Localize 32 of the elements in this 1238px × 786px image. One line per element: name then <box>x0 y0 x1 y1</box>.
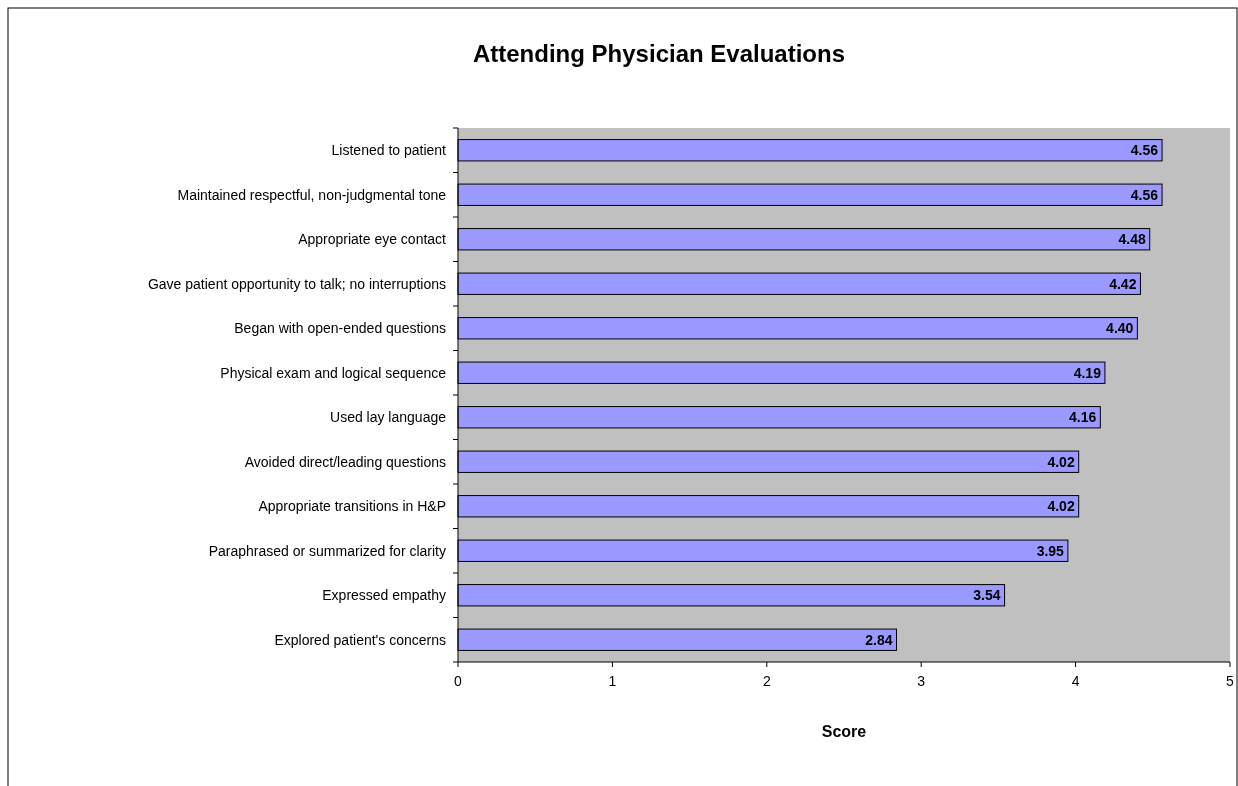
data-label: 3.54 <box>973 587 1001 604</box>
data-label: 4.48 <box>1118 231 1146 248</box>
y-tick-label: Maintained respectful, non-judgmental tone <box>177 186 447 203</box>
data-label: 2.84 <box>865 631 893 648</box>
x-tick-label: 1 <box>608 673 617 689</box>
y-tick-label: Used lay language <box>330 409 447 426</box>
data-label: 4.02 <box>1047 453 1075 470</box>
x-tick-label: 5 <box>1226 673 1235 689</box>
y-tick-label: Began with open-ended questions <box>234 320 446 337</box>
x-tick-label: 4 <box>1071 673 1080 689</box>
data-label: 4.56 <box>1130 142 1159 159</box>
x-axis-title: Score <box>821 723 867 740</box>
y-tick-label: Gave patient opportunity to talk; no interruptions <box>147 275 446 292</box>
data-label: 4.56 <box>1130 186 1159 203</box>
y-tick-label: Appropriate eye contact <box>298 231 447 248</box>
data-label: 4.16 <box>1069 409 1097 426</box>
data-label: 4.02 <box>1047 498 1075 515</box>
data-label: 4.19 <box>1073 364 1102 381</box>
data-label: 3.95 <box>1036 542 1065 559</box>
data-label: 4.40 <box>1106 320 1134 337</box>
x-tick-label: 3 <box>917 673 926 689</box>
x-tick-label: 0 <box>454 673 463 689</box>
y-tick-label: Expressed empathy <box>322 587 446 604</box>
y-tick-label: Listened to patient <box>331 142 447 159</box>
y-tick-label: Paraphrased or summarized for clarity <box>208 542 446 559</box>
y-tick-label: Explored patient's concerns <box>274 631 446 648</box>
y-tick-label: Avoided direct/leading questions <box>244 453 446 470</box>
data-label: 4.42 <box>1109 275 1137 292</box>
y-tick-label: Appropriate transitions in H&P <box>258 498 446 515</box>
chart-title: Attending Physician Evaluations <box>472 40 846 67</box>
x-tick-label: 2 <box>762 673 771 689</box>
y-tick-label: Physical exam and logical sequence <box>220 364 447 381</box>
